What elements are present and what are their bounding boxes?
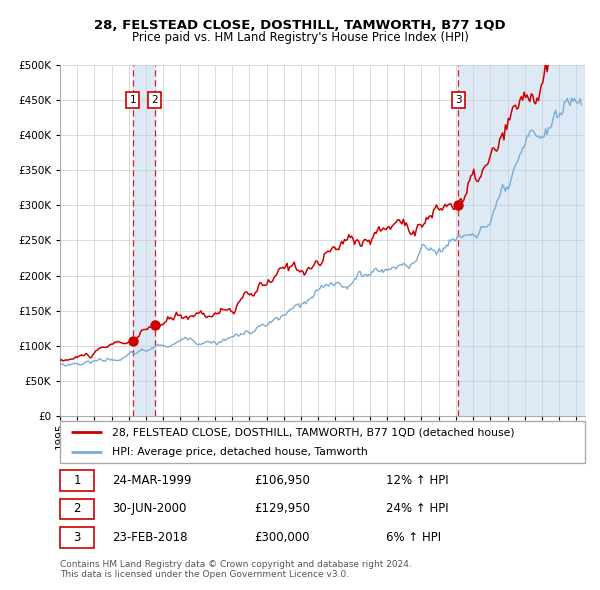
Text: Contains HM Land Registry data © Crown copyright and database right 2024.: Contains HM Land Registry data © Crown c…	[60, 560, 412, 569]
Bar	[458, 65, 585, 416]
Text: 1: 1	[130, 95, 136, 105]
Text: £129,950: £129,950	[254, 502, 310, 516]
Text: 2: 2	[151, 95, 158, 105]
FancyBboxPatch shape	[60, 527, 94, 548]
Text: Price paid vs. HM Land Registry's House Price Index (HPI): Price paid vs. HM Land Registry's House …	[131, 31, 469, 44]
Bar	[133, 65, 155, 416]
Text: This data is licensed under the Open Government Licence v3.0.: This data is licensed under the Open Gov…	[60, 570, 349, 579]
Text: £300,000: £300,000	[254, 531, 310, 544]
Text: 2: 2	[73, 502, 81, 516]
Text: 12% ↑ HPI: 12% ↑ HPI	[386, 474, 448, 487]
Text: 28, FELSTEAD CLOSE, DOSTHILL, TAMWORTH, B77 1QD (detached house): 28, FELSTEAD CLOSE, DOSTHILL, TAMWORTH, …	[113, 427, 515, 437]
Text: 24-MAR-1999: 24-MAR-1999	[113, 474, 192, 487]
Text: 30-JUN-2000: 30-JUN-2000	[113, 502, 187, 516]
Text: £106,950: £106,950	[254, 474, 310, 487]
Text: HPI: Average price, detached house, Tamworth: HPI: Average price, detached house, Tamw…	[113, 447, 368, 457]
Text: 28, FELSTEAD CLOSE, DOSTHILL, TAMWORTH, B77 1QD: 28, FELSTEAD CLOSE, DOSTHILL, TAMWORTH, …	[94, 19, 506, 32]
FancyBboxPatch shape	[60, 470, 94, 491]
Text: 6% ↑ HPI: 6% ↑ HPI	[386, 531, 440, 544]
FancyBboxPatch shape	[60, 499, 94, 519]
FancyBboxPatch shape	[60, 421, 585, 463]
Text: 1: 1	[73, 474, 81, 487]
Text: 3: 3	[455, 95, 461, 105]
Text: 24% ↑ HPI: 24% ↑ HPI	[386, 502, 448, 516]
Text: 3: 3	[73, 531, 81, 544]
Text: 23-FEB-2018: 23-FEB-2018	[113, 531, 188, 544]
